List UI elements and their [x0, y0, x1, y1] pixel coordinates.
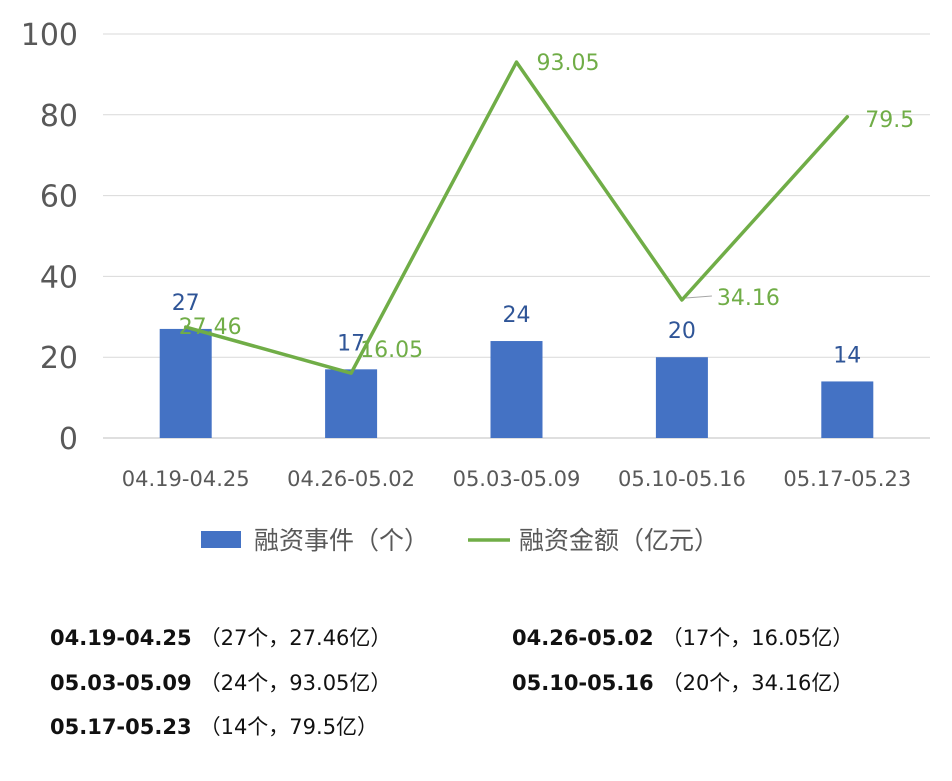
- summary-period: 05.03-05.09: [50, 671, 192, 695]
- summary-detail: （20个，34.16亿）: [661, 671, 854, 695]
- summary-item: 04.19-04.25 （27个，27.46亿）: [50, 622, 391, 652]
- x-tick-label: 05.17-05.23: [783, 467, 911, 491]
- gridlines: [103, 33, 930, 439]
- legend: 融资事件（个） 融资金额（亿元）: [201, 526, 719, 555]
- legend-line-label: 融资金额（亿元）: [519, 526, 719, 555]
- summary-period: 04.19-04.25: [50, 626, 192, 650]
- x-tick-label: 04.26-05.02: [287, 467, 415, 491]
- leader-line: [685, 295, 712, 299]
- summary-detail: （27个，27.46亿）: [199, 626, 392, 650]
- summary-item: 05.17-05.23 （14个，79.5亿）: [50, 711, 378, 741]
- line-data-label: 93.05: [537, 51, 600, 76]
- summary-item: 05.10-05.16 （20个，34.16亿）: [512, 667, 853, 697]
- bar: [325, 369, 378, 438]
- summary-period: 05.17-05.23: [50, 715, 192, 739]
- bar-data-label: 27: [172, 291, 200, 316]
- data-labels: 27 17 24 20 14 27.46 16.05 93.05 34.16 79.5: [172, 51, 915, 368]
- x-tick-label: 05.03-05.09: [453, 467, 581, 491]
- summary-item: 04.26-05.02 （17个，16.05亿）: [512, 622, 853, 652]
- line-data-label: 34.16: [717, 286, 780, 311]
- y-tick-label: 40: [40, 260, 78, 295]
- y-tick-label: 100: [21, 18, 78, 53]
- legend-bar-label: 融资事件（个）: [254, 526, 429, 555]
- summary-block: 04.19-04.25 （27个，27.46亿） 04.26-05.02 （17个，…: [0, 610, 952, 760]
- summary-period: 05.10-05.16: [512, 671, 654, 695]
- line-data-label: 79.5: [865, 108, 914, 133]
- bar: [159, 328, 212, 438]
- x-axis: 04.19-04.25 04.26-05.02 05.03-05.09 05.10-0…: [122, 467, 911, 491]
- line-series: [183, 60, 850, 375]
- summary-detail: （17个，16.05亿）: [661, 626, 854, 650]
- bar-data-label: 14: [833, 343, 861, 368]
- financing-chart: 0 20 40 60 80 100 27 17 24 20 14 27.46 16.05 93.05 34…: [21, 18, 930, 555]
- line-path: [183, 60, 850, 375]
- y-tick-label: 0: [59, 422, 78, 457]
- summary-detail: （14个，79.5亿）: [199, 715, 379, 739]
- x-tick-label: 04.19-04.25: [122, 467, 250, 491]
- line-data-label: 27.46: [179, 315, 242, 340]
- bar-series: [159, 328, 874, 438]
- y-tick-label: 80: [40, 99, 78, 134]
- bar-data-label: 24: [503, 303, 531, 328]
- bar: [655, 357, 708, 438]
- x-tick-label: 05.10-05.16: [618, 467, 746, 491]
- y-tick-label: 60: [40, 180, 78, 215]
- summary-period: 04.26-05.02: [512, 626, 654, 650]
- summary-detail: （24个，93.05亿）: [199, 671, 392, 695]
- summary-item: 05.03-05.09 （24个，93.05亿）: [50, 667, 391, 697]
- line-data-label: 16.05: [360, 338, 423, 363]
- legend-bar-swatch: [201, 531, 241, 548]
- y-tick-label: 20: [40, 341, 78, 376]
- bar-data-label: 17: [337, 331, 365, 356]
- bar-data-label: 20: [668, 319, 696, 344]
- bar: [821, 381, 874, 438]
- y-axis: 0 20 40 60 80 100: [21, 18, 78, 457]
- bar: [490, 341, 543, 438]
